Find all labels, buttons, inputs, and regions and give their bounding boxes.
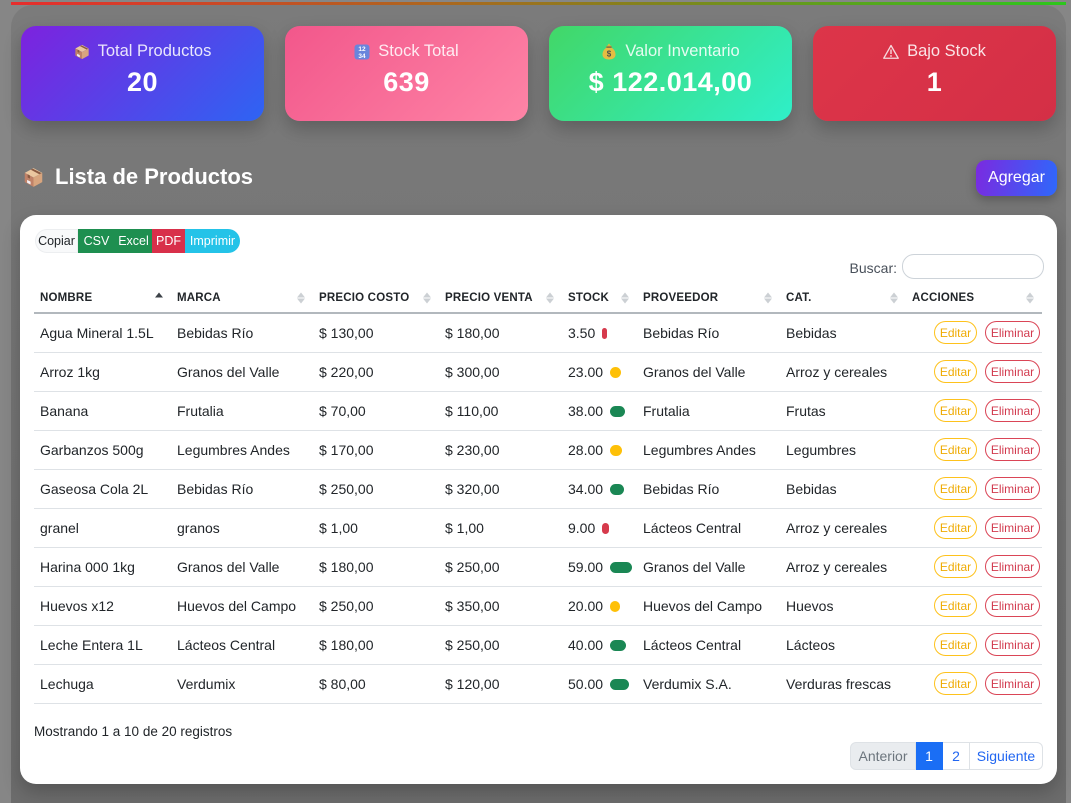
svg-text:12: 12: [359, 46, 367, 53]
svg-text:$: $: [607, 50, 612, 59]
svg-text:34: 34: [359, 53, 367, 60]
